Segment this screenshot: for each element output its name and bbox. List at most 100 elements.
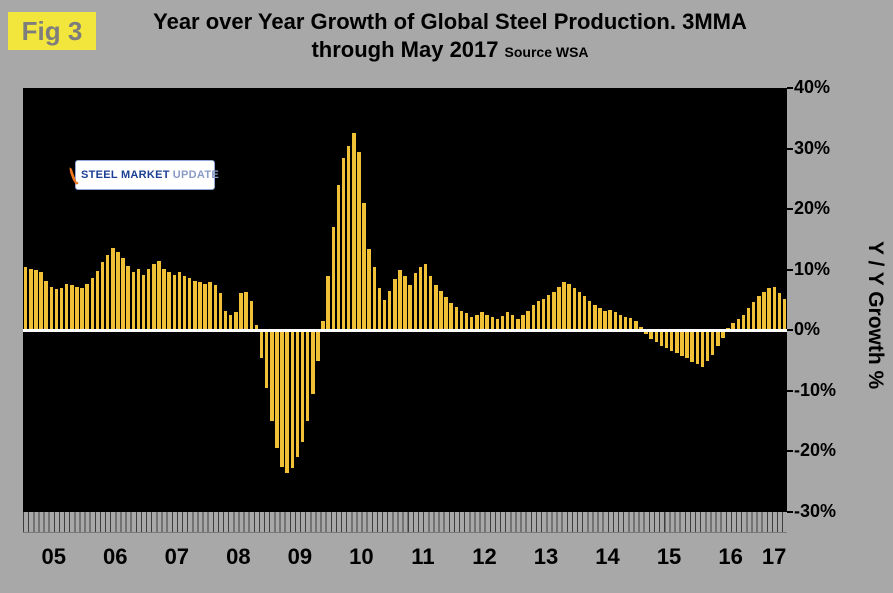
bar xyxy=(229,314,233,331)
bar xyxy=(249,301,253,331)
bar xyxy=(454,307,459,331)
bar xyxy=(593,304,597,331)
bar xyxy=(126,266,130,331)
bar xyxy=(270,330,274,422)
bar xyxy=(654,330,659,343)
bar xyxy=(177,272,182,331)
bar xyxy=(608,309,612,331)
bar xyxy=(541,298,546,331)
bar xyxy=(516,319,520,331)
bar xyxy=(182,275,187,331)
bar xyxy=(613,312,618,331)
year-label: 11 xyxy=(411,544,435,569)
bar xyxy=(572,287,577,331)
bar xyxy=(203,284,207,331)
logo-text-market: MARKET xyxy=(120,169,170,181)
bar xyxy=(618,314,623,331)
bar xyxy=(757,296,761,331)
chart-title-block: Year over Year Growth of Global Steel Pr… xyxy=(110,8,790,66)
bar xyxy=(557,286,561,331)
bar xyxy=(500,315,505,331)
bar xyxy=(495,319,500,331)
bar xyxy=(331,227,336,331)
bar xyxy=(741,314,746,331)
bar xyxy=(311,330,315,394)
bar xyxy=(300,330,305,443)
bar xyxy=(49,286,54,331)
bar xyxy=(644,330,648,334)
bar xyxy=(75,286,79,331)
bar xyxy=(367,248,371,331)
year-label: 15 xyxy=(656,544,682,569)
bar xyxy=(731,323,735,331)
bar xyxy=(664,330,669,349)
bar xyxy=(552,291,556,331)
bar xyxy=(152,263,156,331)
bar xyxy=(387,290,392,331)
bar xyxy=(700,330,705,367)
bar xyxy=(121,257,125,331)
bar xyxy=(316,330,320,361)
y-axis-tick-mark xyxy=(787,147,793,150)
bar xyxy=(459,310,464,331)
bar xyxy=(213,285,218,331)
bar xyxy=(285,330,289,473)
bar xyxy=(782,298,787,331)
bar xyxy=(377,287,382,331)
bar xyxy=(546,295,551,331)
bar xyxy=(223,310,228,331)
chart-subtitle: through May 2017 xyxy=(311,37,499,62)
bar xyxy=(536,301,541,331)
logo-text-update: UPDATE xyxy=(172,169,220,181)
bar xyxy=(264,330,269,388)
chart-source-label: Source WSA xyxy=(504,44,589,60)
bar xyxy=(716,330,720,347)
y-axis-tick-label: 10% xyxy=(794,258,831,279)
bar xyxy=(362,203,366,331)
bar xyxy=(659,330,664,347)
y-axis-tick-label: -20% xyxy=(794,440,837,461)
bar xyxy=(685,330,689,359)
bar xyxy=(464,313,469,331)
bar xyxy=(469,316,474,331)
bar xyxy=(336,184,341,331)
bar xyxy=(423,263,428,331)
bar xyxy=(167,272,171,331)
bar xyxy=(649,330,653,339)
bar xyxy=(29,268,33,331)
bar xyxy=(295,330,300,458)
bar xyxy=(562,281,566,331)
figure-number-badge: Fig 3 xyxy=(8,12,96,50)
bar xyxy=(39,272,43,331)
bar xyxy=(136,268,141,331)
bar xyxy=(587,301,592,331)
y-axis-tick-mark xyxy=(787,268,793,271)
bar xyxy=(116,251,120,331)
bar xyxy=(95,270,100,331)
bar xyxy=(254,325,259,331)
year-label: 07 xyxy=(164,544,190,569)
y-axis-tick-mark xyxy=(787,450,793,453)
bar xyxy=(403,275,407,331)
bar xyxy=(767,287,771,331)
year-label: 08 xyxy=(226,544,251,569)
year-label: 17 xyxy=(761,544,787,569)
bar xyxy=(141,274,146,331)
bar xyxy=(634,320,638,331)
month-tick-strip xyxy=(23,512,787,533)
logo-text-steel: STEEL xyxy=(80,169,118,181)
bars-container xyxy=(23,88,787,512)
bar xyxy=(131,272,136,331)
bar xyxy=(23,266,28,331)
bar xyxy=(628,318,633,331)
bar xyxy=(413,272,418,331)
bar xyxy=(382,300,387,331)
bar xyxy=(418,266,423,331)
bar xyxy=(521,314,525,331)
bar xyxy=(80,287,84,331)
bar xyxy=(172,274,177,331)
bar xyxy=(218,292,223,331)
y-axis-tick-mark xyxy=(787,511,793,513)
bar xyxy=(485,314,489,331)
